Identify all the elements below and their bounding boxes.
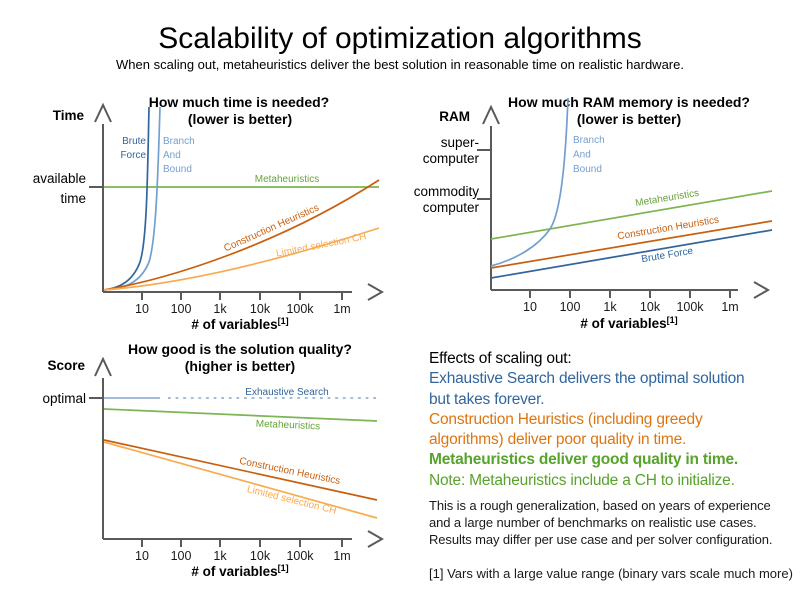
notes-block: Effects of scaling out: Exhaustive Searc… <box>429 349 791 491</box>
x-tick-label: 100 <box>171 549 192 563</box>
ram-commodity-label-2: computer <box>423 200 480 215</box>
ram-bab-label-2: And <box>573 150 591 161</box>
score-limited-selection-line <box>103 441 378 519</box>
x-axis-label-text: # of variables <box>191 317 277 332</box>
ram-bab-label-1: Branch <box>573 135 605 146</box>
x-tick-label: 1k <box>213 549 227 563</box>
score-chart-better: (higher is better) <box>185 358 295 374</box>
disclaimer-line-2: and a large number of benchmarks on real… <box>429 515 757 531</box>
time-branch-and-bound-curve <box>103 106 161 291</box>
ram-metaheuristics-line <box>490 190 773 240</box>
ram-commodity-label-1: commodity <box>414 184 480 199</box>
notes-heading: Effects of scaling out: <box>429 350 572 367</box>
x-axis-label-text: # of variables <box>580 316 666 331</box>
x-tick-label: 10k <box>250 549 271 563</box>
x-tick-label: 100k <box>286 302 314 316</box>
time-metaheuristics-label: Metaheuristics <box>255 174 319 185</box>
score-optimal-label: optimal <box>42 391 86 406</box>
x-tick-label: 100 <box>560 300 581 314</box>
x-tick-label: 10k <box>250 302 271 316</box>
time-construction-heuristics-curve <box>103 179 380 291</box>
score-chart: How good is the solution quality? (highe… <box>42 341 385 579</box>
score-y-axis-arrow-icon <box>94 356 112 377</box>
ram-chart: How much RAM memory is needed? (lower is… <box>414 94 773 331</box>
ram-bab-label-3: Bound <box>573 164 602 175</box>
notes-exhaustive-line-2: but takes forever. <box>429 390 545 408</box>
x-axis-label-sup: [1] <box>278 563 289 573</box>
x-tick-label: 10 <box>135 302 149 316</box>
time-brute-force-curve <box>103 106 150 291</box>
score-x-axis-label: # of variables[1] <box>191 563 288 579</box>
disclaimer-block: This is a rough generalization, based on… <box>429 497 799 549</box>
time-x-axis-arrow-icon <box>367 283 385 301</box>
score-exhaustive-label: Exhaustive Search <box>245 387 328 398</box>
x-tick-label: 1m <box>721 300 738 314</box>
ram-metaheuristics-label: Metaheuristics <box>635 188 700 209</box>
ram-y-axis-label: RAM <box>439 109 470 124</box>
score-y-axis-label: Score <box>47 358 85 373</box>
ram-brute-force-line <box>490 229 773 279</box>
time-bab-label-1: Branch <box>163 136 195 147</box>
notes-exhaustive-line-1: Exhaustive Search delivers the optimal s… <box>429 370 745 388</box>
x-tick-label: 10 <box>135 549 149 563</box>
ram-branch-and-bound-curve <box>490 97 569 267</box>
time-limited-selection-curve <box>103 227 380 291</box>
ram-y-axis-arrow-icon <box>482 104 500 125</box>
ram-chart-better: (lower is better) <box>577 111 681 127</box>
disclaimer-line-1: This is a rough generalization, based on… <box>429 498 771 513</box>
time-available-label-2: time <box>60 191 86 206</box>
time-chart: How much time is needed? (lower is bette… <box>33 94 385 332</box>
notes-ch-note-line: Note: Metaheuristics include a CH to ini… <box>429 471 735 489</box>
time-y-axis-arrow-icon <box>94 102 112 123</box>
ram-x-axis-label: # of variables[1] <box>580 315 677 331</box>
x-axis-label-text: # of variables <box>191 564 277 579</box>
time-chart-title: How much time is needed? <box>149 94 329 110</box>
time-bab-label-3: Bound <box>163 164 192 175</box>
x-tick-label: 1k <box>213 302 227 316</box>
score-metaheuristics-line <box>103 408 378 422</box>
x-tick-label: 100k <box>286 549 314 563</box>
footnote: [1] Vars with a large value range (binar… <box>429 566 793 581</box>
x-axis-label-sup: [1] <box>278 316 289 326</box>
score-chart-title: How good is the solution quality? <box>128 341 352 357</box>
ram-super-label-2: computer <box>423 151 480 166</box>
score-construction-label: Construction Heuristics <box>238 456 341 487</box>
ram-chart-title: How much RAM memory is needed? <box>508 94 750 110</box>
x-axis-label-sup: [1] <box>667 315 678 325</box>
x-tick-label: 1k <box>603 300 617 314</box>
score-x-axis-arrow-icon <box>367 530 385 548</box>
time-available-label-1: available <box>33 171 86 186</box>
score-metaheuristics-label: Metaheuristics <box>255 419 320 433</box>
x-tick-label: 1m <box>333 549 350 563</box>
time-y-axis-label: Time <box>53 108 85 123</box>
time-bab-label-2: And <box>163 150 181 161</box>
page-subtitle: When scaling out, metaheuristics deliver… <box>116 57 684 72</box>
x-tick-label: 10k <box>640 300 661 314</box>
page-title: Scalability of optimization algorithms <box>158 22 642 55</box>
time-chart-better: (lower is better) <box>188 111 292 127</box>
score-construction-heuristics-line <box>103 439 378 501</box>
time-limited-label: Limited selection CH <box>275 231 367 259</box>
disclaimer-line-3: Results may differ per use case and per … <box>429 532 773 548</box>
time-brute-force-label-2: Force <box>120 150 146 161</box>
notes-construction-line-1: Construction Heuristics (including greed… <box>429 410 703 428</box>
time-x-axis-label: # of variables[1] <box>191 316 288 332</box>
time-brute-force-label-1: Brute <box>122 136 146 147</box>
notes-construction-line-2: algorithms) deliver poor quality in time… <box>429 431 687 449</box>
ram-construction-heuristics-line <box>490 220 773 269</box>
x-tick-label: 10 <box>523 300 537 314</box>
x-tick-label: 1m <box>333 302 350 316</box>
x-tick-label: 100 <box>171 302 192 316</box>
x-tick-label: 100k <box>676 300 704 314</box>
ram-super-label-1: super- <box>441 135 479 150</box>
notes-metaheuristics-line: Metaheuristics deliver good quality in t… <box>429 451 739 469</box>
ram-x-axis-arrow-icon <box>753 281 771 299</box>
